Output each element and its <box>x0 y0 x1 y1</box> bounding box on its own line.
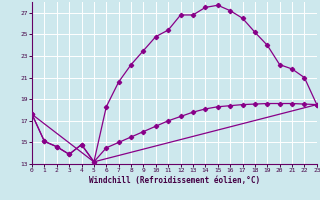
X-axis label: Windchill (Refroidissement éolien,°C): Windchill (Refroidissement éolien,°C) <box>89 176 260 185</box>
